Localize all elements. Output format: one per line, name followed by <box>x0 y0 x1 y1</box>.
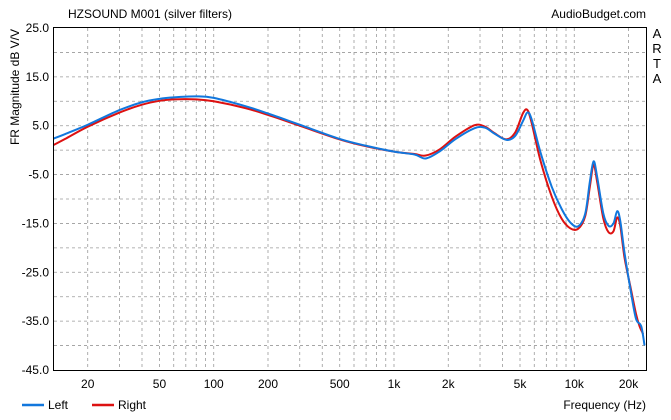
side-label-letter: A <box>653 26 662 41</box>
x-tick-label: 500 <box>330 377 350 391</box>
x-tick-label: 100 <box>204 377 224 391</box>
side-label-letter: A <box>653 71 662 86</box>
chart-title: HZSOUND M001 (silver filters) <box>68 7 232 21</box>
source-label: AudioBudget.com <box>551 7 646 21</box>
x-axis-label: Frequency (Hz) <box>563 398 646 412</box>
y-tick-label: -25.0 <box>22 265 50 279</box>
side-label-letter: T <box>653 56 661 71</box>
legend-label-left: Left <box>48 398 69 412</box>
plot-frame <box>53 27 647 371</box>
y-axis-label: FR Magnitude dB V/V <box>8 29 22 145</box>
y-tick-label: -5.0 <box>28 168 49 182</box>
y-tick-label: 5.0 <box>32 119 49 133</box>
series-line-left <box>53 95 646 346</box>
side-label-letter: R <box>652 41 661 56</box>
legend-label-right: Right <box>118 398 147 412</box>
x-tick-label: 200 <box>258 377 278 391</box>
y-tick-label: -15.0 <box>22 216 50 230</box>
x-tick-label: 50 <box>153 377 167 391</box>
x-tick-label: 5k <box>514 377 528 391</box>
y-tick-label: -45.0 <box>22 363 50 377</box>
x-tick-label: 1k <box>388 377 402 391</box>
x-tick-label: 20 <box>81 377 95 391</box>
x-tick-label: 20k <box>619 377 639 391</box>
y-tick-label: 25.0 <box>26 21 50 35</box>
y-tick-label: 15.0 <box>26 70 50 84</box>
x-tick-label: 2k <box>442 377 456 391</box>
y-tick-label: -35.0 <box>22 314 50 328</box>
series-line-right <box>53 98 644 335</box>
x-tick-label: 10k <box>565 377 585 391</box>
